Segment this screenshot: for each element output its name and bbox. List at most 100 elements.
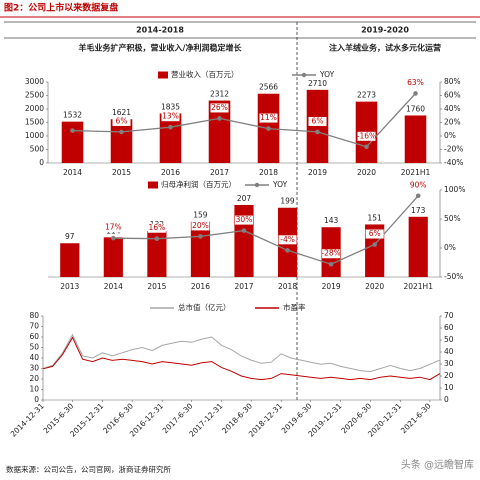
value-label: 17% [105, 223, 122, 232]
value-label: 30% [236, 215, 253, 224]
line [42, 333, 441, 373]
x-tick-label: 2021H1 [403, 282, 433, 291]
y-tick-label: 1500 [25, 118, 44, 127]
legend-label: 总市值（亿元） [178, 302, 231, 312]
value-label-bg [191, 221, 210, 231]
value-label-bg [308, 116, 327, 126]
value-label: 6% [312, 116, 324, 125]
legend-label: 归母净利润（百万元） [161, 179, 236, 189]
x-tick-label: 2019 [322, 282, 341, 291]
x-tick-label: 2018 [259, 168, 278, 177]
value-label-bg [112, 116, 131, 126]
period-note: 羊毛业务扩产积极，营业收入/净利润稳定增长 [79, 43, 243, 53]
x-tick-label: 2021H1 [401, 168, 431, 177]
legend-label: YOY [272, 180, 288, 189]
y-tick-label: 0 [34, 395, 39, 404]
x-tick-label: 2020 [365, 282, 384, 291]
period-label: 2014-2018 [136, 26, 184, 35]
y-tick-label: -40% [444, 158, 463, 167]
bar-value-label: 2273 [357, 91, 376, 100]
value-label-bg [235, 215, 253, 225]
y-tick-label: 40% [444, 104, 461, 113]
bar-value-label: 2710 [308, 79, 327, 88]
y-tick-label: 80% [444, 77, 461, 86]
line-marker [372, 242, 377, 247]
y-tick-label: 0 [444, 395, 449, 404]
page-title: 图2：公司上市以来数据复盘 [4, 2, 118, 14]
bar-value-label: 2566 [259, 83, 278, 92]
value-label-bg [210, 103, 229, 113]
x-tick-label: 2016 [161, 168, 180, 177]
y-tick-label: 60% [444, 91, 461, 100]
value-label-bg [365, 229, 384, 239]
y-tick-label: 100% [444, 185, 465, 194]
value-label: 6% [116, 116, 128, 125]
bar [408, 216, 428, 277]
y-tick-label: 2000 [25, 104, 44, 113]
x-tick-label: 2020 [357, 168, 376, 177]
x-tick-label: 2019 [308, 168, 327, 177]
line-marker [364, 144, 369, 150]
y-tick-label: 10 [444, 383, 454, 392]
x-tick-label: 2014 [63, 168, 82, 177]
value-label: 63% [407, 78, 424, 87]
line [113, 195, 419, 265]
legend-marker [254, 182, 260, 188]
x-tick-label: 2015 [147, 282, 166, 291]
legend-swatch [158, 71, 168, 79]
x-tick-label: 2018 [278, 282, 297, 291]
y-tick-label: 50 [29, 343, 39, 352]
line-marker [285, 248, 290, 253]
bar [60, 243, 80, 277]
x-tick-label: 2017 [234, 282, 253, 291]
line-marker [266, 126, 271, 131]
line-marker [217, 116, 222, 121]
bar-value-label: 1621 [112, 108, 131, 117]
bar-value-label: 1760 [406, 104, 425, 113]
y-tick-label: -20% [444, 145, 463, 154]
y-tick-label: 20% [444, 118, 461, 127]
bar-value-label: 97 [65, 232, 75, 241]
bar-value-label: 151 [368, 213, 383, 222]
value-label: 26% [211, 103, 228, 112]
watermark: 头条 @远瞻智库 [401, 458, 474, 471]
value-label: 6% [369, 229, 381, 238]
line [42, 336, 441, 381]
y-tick-label: 10 [29, 385, 39, 394]
value-label-bg [409, 180, 428, 190]
bar-value-label: 159 [193, 211, 208, 220]
value-label-bg [147, 223, 166, 233]
value-label-bg [406, 78, 425, 88]
value-label: 11% [260, 113, 277, 122]
bar [110, 119, 133, 163]
value-label: -16% [357, 131, 376, 140]
y-tick-label: 20 [29, 374, 39, 383]
bar [208, 100, 231, 163]
x-tick-label: 2014-12-31 [9, 401, 46, 438]
value-label: 16% [149, 223, 166, 232]
y-tick-label: 20 [444, 371, 454, 380]
value-label: 13% [162, 112, 179, 121]
y-tick-label: 40 [29, 353, 39, 362]
line [72, 93, 416, 148]
line-marker [111, 235, 116, 241]
value-label-bg [322, 249, 341, 259]
value-label: 90% [410, 180, 427, 189]
x-tick-label: 2021-6-30 [399, 401, 433, 435]
legend-marker [301, 72, 307, 78]
bar-value-label: 2312 [210, 90, 229, 99]
bar [147, 231, 167, 277]
y-tick-label: 50% [444, 214, 461, 223]
source: 数据来源：公司公告，公司官网，浙商证券研究所 [6, 464, 171, 474]
y-tick-label: 30 [444, 359, 454, 368]
bar [61, 121, 84, 163]
line-marker [198, 234, 203, 239]
x-tick-label: 2016 [191, 282, 210, 291]
value-label: -28% [321, 249, 340, 258]
bar [404, 115, 427, 163]
line-marker [154, 236, 160, 242]
value-label-bg [357, 131, 376, 141]
y-tick-label: 70 [29, 322, 39, 331]
bar-value-label: 173 [411, 206, 426, 215]
